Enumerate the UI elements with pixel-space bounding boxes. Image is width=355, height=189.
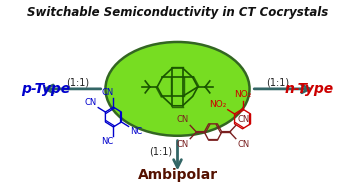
Text: p-Type: p-Type — [21, 82, 70, 96]
Text: NC: NC — [101, 137, 113, 146]
Text: NO₂: NO₂ — [234, 90, 251, 98]
Text: CN: CN — [85, 98, 97, 107]
Text: CN: CN — [237, 115, 250, 124]
Text: n-Type: n-Type — [285, 82, 334, 96]
Ellipse shape — [105, 42, 250, 136]
Text: CN: CN — [176, 140, 189, 149]
Text: (1:1): (1:1) — [149, 147, 173, 157]
Text: Ambipolar: Ambipolar — [137, 168, 218, 182]
Text: NO₂: NO₂ — [209, 100, 226, 109]
Text: NC: NC — [130, 127, 142, 136]
Text: Switchable Semiconductivity in CT Cocrystals: Switchable Semiconductivity in CT Cocrys… — [27, 6, 328, 19]
Text: CN: CN — [101, 88, 113, 97]
Text: CN: CN — [237, 140, 250, 149]
Text: (1:1): (1:1) — [66, 78, 89, 88]
Text: CN: CN — [176, 115, 189, 124]
Text: (1:1): (1:1) — [266, 78, 289, 88]
